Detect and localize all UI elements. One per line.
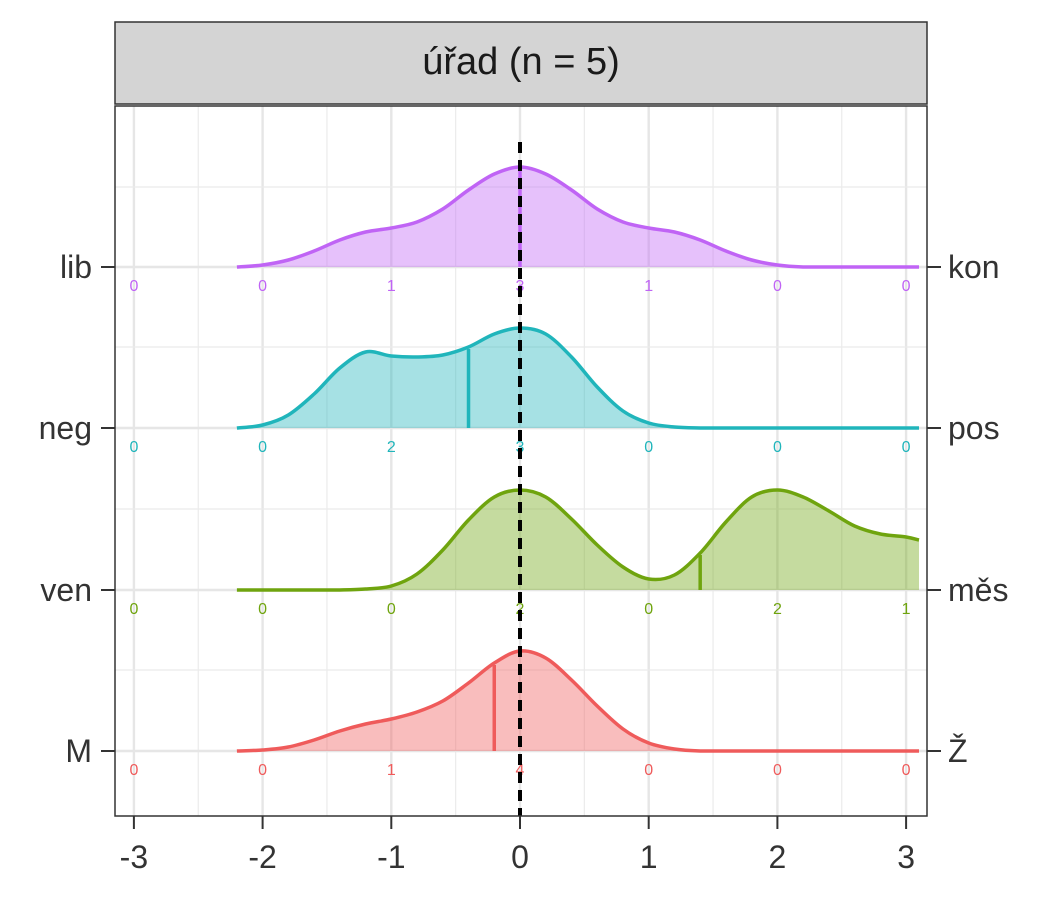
x-tick-label: 3	[897, 839, 915, 875]
x-tick-label: -2	[248, 839, 276, 875]
count-label: 0	[258, 439, 267, 456]
count-labels: 0013100002300000020210014000	[129, 278, 910, 779]
ridge-area-ven-mes	[236, 490, 919, 590]
count-label: 2	[773, 601, 782, 618]
count-label: 0	[902, 439, 911, 456]
count-label: 1	[644, 278, 653, 295]
count-label: 0	[902, 762, 911, 779]
count-label: 0	[773, 278, 782, 295]
ridge-line-ven-mes	[236, 488, 920, 592]
count-label: 0	[644, 439, 653, 456]
y-label-left: M	[65, 733, 92, 769]
x-tick-label: -3	[120, 839, 148, 875]
count-label: 3	[516, 439, 525, 456]
x-tick-label: -1	[377, 839, 405, 875]
y-axis-right: kon pos měs Ž	[927, 249, 1008, 769]
x-tick-label: 1	[640, 839, 658, 875]
count-label: 1	[902, 601, 911, 618]
count-label: 2	[516, 601, 525, 618]
ridge-line-lib-kon	[236, 165, 919, 269]
count-label: 0	[773, 762, 782, 779]
count-label: 0	[258, 762, 267, 779]
count-label: 0	[644, 762, 653, 779]
y-label-right: Ž	[948, 733, 968, 769]
count-label: 0	[902, 278, 911, 295]
facet-strip	[114, 21, 928, 105]
ridge-area-lib-kon	[236, 167, 919, 267]
count-label: 0	[387, 601, 396, 618]
y-axis-left: lib neg ven M	[39, 249, 115, 769]
ridge-area-neg-pos	[236, 328, 919, 428]
count-label: 0	[644, 601, 653, 618]
x-axis: -3 -2 -1 0 1 2 3	[120, 816, 915, 875]
count-label: 4	[516, 762, 525, 779]
density-ridges	[236, 165, 920, 753]
y-label-right: kon	[948, 249, 1000, 285]
y-label-left: lib	[60, 249, 92, 285]
y-label-left: ven	[40, 572, 92, 608]
facet-strip-title: úřad (n = 5)	[422, 41, 620, 83]
y-label-right: měs	[948, 572, 1008, 608]
y-label-right: pos	[948, 410, 1000, 446]
ridge-area-M-Z	[236, 650, 919, 751]
x-tick-label: 2	[769, 839, 787, 875]
count-label: 1	[387, 762, 396, 779]
x-tick-label: 0	[511, 839, 529, 875]
count-label: 0	[129, 439, 138, 456]
y-label-left: neg	[39, 410, 92, 446]
ridge-line-M-Z	[236, 649, 919, 753]
count-label: 0	[773, 439, 782, 456]
count-label: 0	[258, 601, 267, 618]
count-label: 2	[387, 439, 396, 456]
count-label: 0	[258, 278, 267, 295]
count-label: 0	[129, 278, 138, 295]
count-label: 0	[129, 601, 138, 618]
ridge-line-neg-pos	[236, 326, 919, 430]
count-label: 1	[387, 278, 396, 295]
count-label: 0	[129, 762, 138, 779]
